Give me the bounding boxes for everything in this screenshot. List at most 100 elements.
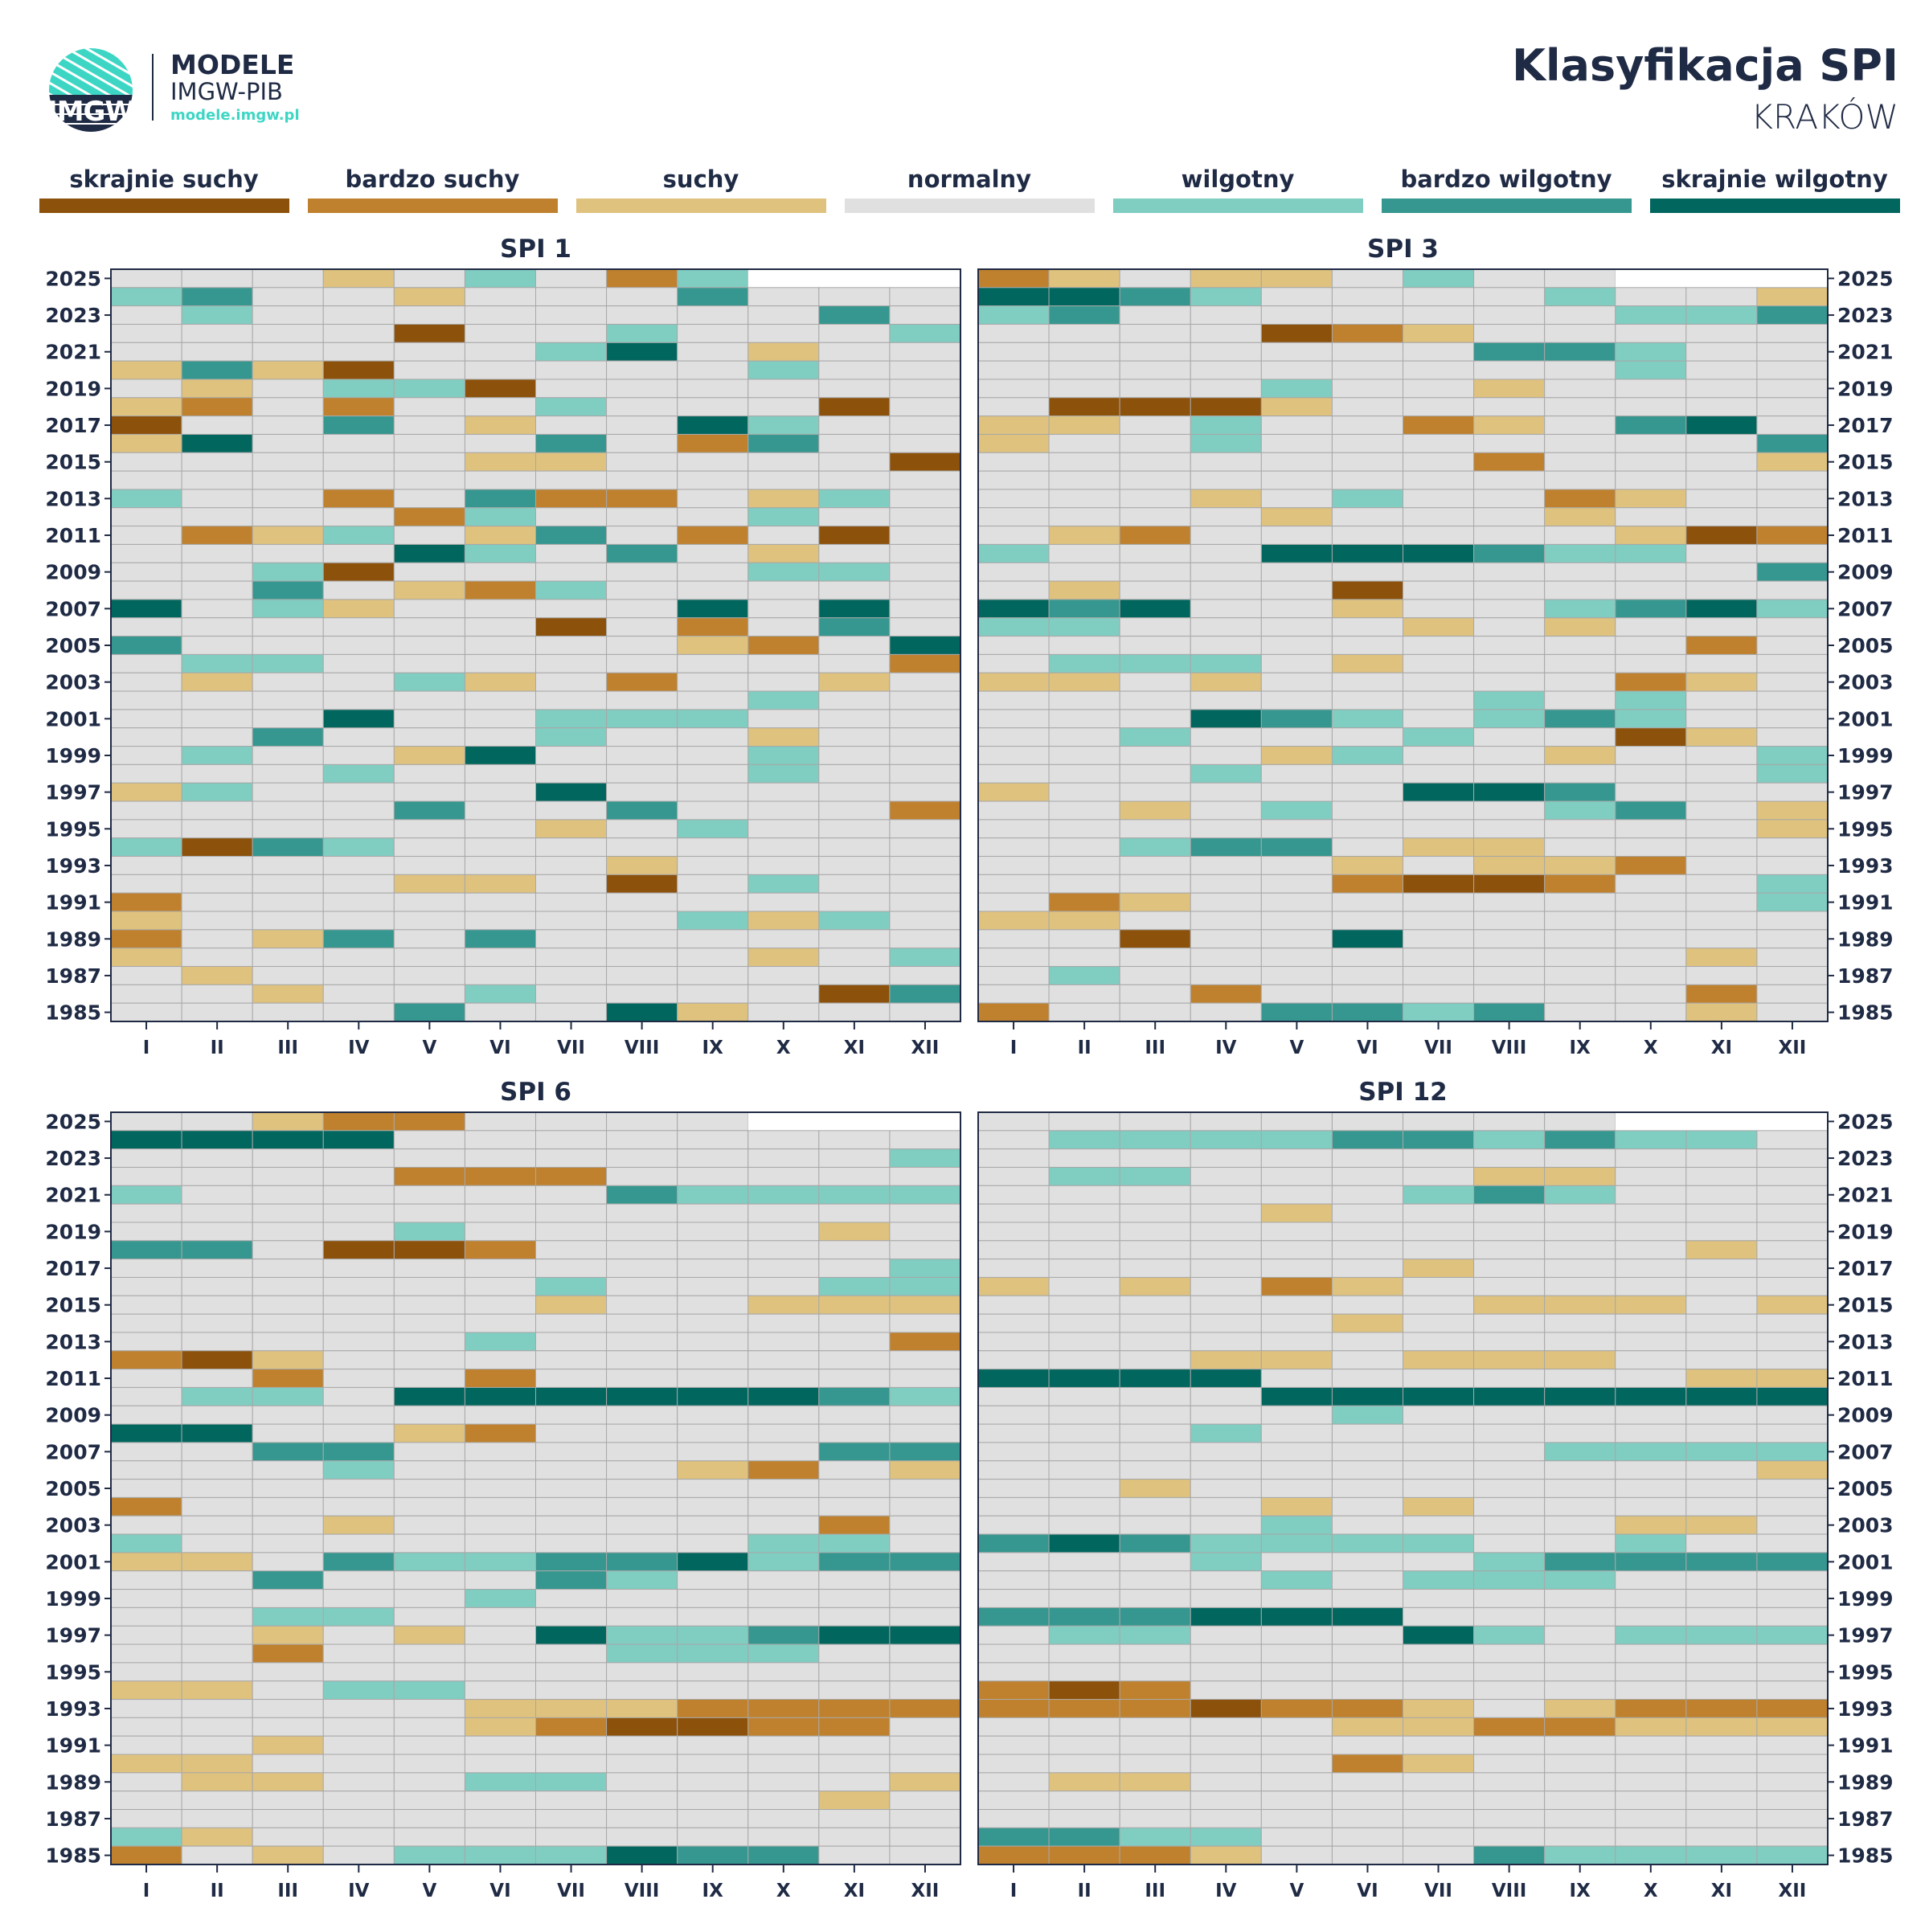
heatmap-cell	[181, 526, 253, 545]
heatmap-cell	[1048, 690, 1120, 710]
heatmap-cell	[393, 1809, 465, 1828]
heatmap-cell	[889, 580, 961, 600]
heatmap-cell	[977, 562, 1050, 582]
heatmap-cell	[747, 856, 820, 875]
heatmap-cell	[977, 984, 1050, 1004]
heatmap-cell	[535, 709, 608, 729]
heatmap-cell	[677, 1552, 749, 1572]
heatmap-cell	[322, 1185, 395, 1205]
x-tick-label: VII	[557, 1881, 585, 1901]
heatmap-cell	[1190, 323, 1262, 343]
heatmap-cell	[1260, 1699, 1333, 1718]
heatmap-cell	[889, 1479, 961, 1498]
heatmap-cell	[1756, 1479, 1829, 1498]
heatmap-cell	[1685, 911, 1758, 931]
heatmap-cell	[1544, 1791, 1616, 1811]
heatmap-cell	[1685, 1589, 1758, 1608]
heatmap-cell	[977, 1772, 1050, 1792]
heatmap-cell	[535, 1754, 608, 1774]
heatmap-cell	[1685, 1552, 1758, 1572]
heatmap-cell	[535, 1479, 608, 1498]
heatmap-cell	[322, 1772, 395, 1792]
heatmap-cell	[1685, 709, 1758, 729]
heatmap-cell	[535, 323, 608, 343]
heatmap-cell	[1048, 727, 1120, 747]
heatmap-cell	[1331, 1570, 1403, 1590]
heatmap-cell	[464, 746, 537, 765]
heatmap-cell	[181, 800, 253, 821]
heatmap-cell	[1048, 415, 1120, 435]
heatmap-cell	[1403, 1533, 1475, 1553]
heatmap-cell	[1048, 452, 1120, 472]
heatmap-cell	[1756, 1259, 1829, 1278]
heatmap-cell	[393, 1570, 465, 1590]
heatmap-cell	[1403, 1442, 1475, 1462]
heatmap-cell	[818, 1643, 891, 1664]
heatmap-cell	[464, 1515, 537, 1535]
heatmap-cell	[747, 653, 820, 673]
heatmap-cell	[110, 1185, 182, 1205]
heatmap-cell	[606, 948, 678, 968]
heatmap-cell	[393, 1772, 465, 1792]
heatmap-cell	[1615, 1754, 1687, 1774]
heatmap-cell	[1685, 342, 1758, 362]
heatmap-cell	[818, 636, 891, 655]
heatmap-cell	[977, 1827, 1050, 1847]
x-tick-label: VI	[1357, 1038, 1378, 1058]
heatmap-cell	[1048, 1203, 1120, 1223]
heatmap-cell	[1331, 1111, 1403, 1132]
heatmap-cell	[1048, 470, 1120, 490]
heatmap-cell	[677, 690, 749, 710]
heatmap-cell	[1615, 746, 1687, 765]
heatmap-cell	[535, 1533, 608, 1553]
heatmap-cell	[1190, 1460, 1262, 1480]
heatmap-cell	[747, 874, 820, 894]
heatmap-cell	[818, 800, 891, 821]
heatmap-cell	[535, 1405, 608, 1425]
heatmap-cell	[1685, 690, 1758, 710]
heatmap-cell	[252, 709, 324, 729]
heatmap-cell	[535, 911, 608, 931]
heatmap-cell	[818, 1386, 891, 1406]
heatmap-cell	[606, 287, 678, 307]
heatmap-cell	[1544, 1130, 1616, 1150]
heatmap-cell	[252, 1166, 324, 1186]
heatmap-cell	[1331, 617, 1403, 637]
y-tick-label: 1995	[1837, 817, 1894, 841]
heatmap-cell	[1685, 1625, 1758, 1645]
heatmap-cell	[606, 1203, 678, 1223]
heatmap-cell	[1685, 948, 1758, 968]
heatmap-cell	[747, 323, 820, 343]
heatmap-cell	[1756, 1423, 1829, 1443]
heatmap-cell	[1190, 892, 1262, 912]
heatmap-cell	[747, 1643, 820, 1664]
heatmap-cell	[1048, 782, 1120, 802]
heatmap-cell	[393, 763, 465, 784]
heatmap-cell	[535, 1552, 608, 1572]
heatmap-cell	[535, 1791, 608, 1811]
heatmap-cell	[322, 874, 395, 894]
heatmap-cell	[747, 892, 820, 912]
heatmap-cell	[1544, 415, 1616, 435]
heatmap-cell	[1615, 269, 1686, 288]
heatmap-cell	[464, 1295, 537, 1315]
heatmap-cell	[1403, 305, 1475, 325]
heatmap-cell	[677, 397, 749, 417]
heatmap-cell	[1119, 1607, 1191, 1627]
heatmap-cell	[1685, 415, 1758, 435]
heatmap-cell	[1756, 1496, 1829, 1517]
heatmap-cell	[1119, 1203, 1191, 1223]
heatmap-cell	[252, 782, 324, 802]
heatmap-cell	[606, 1130, 678, 1150]
heatmap-cell	[977, 966, 1050, 985]
heatmap-cell	[181, 1717, 253, 1737]
heatmap-cell	[181, 342, 253, 362]
heatmap-cell	[977, 746, 1050, 765]
heatmap-cell	[889, 1717, 961, 1737]
heatmap-cell	[606, 1386, 678, 1406]
heatmap-cell	[677, 709, 749, 729]
heatmap-cell	[110, 562, 182, 582]
heatmap-cell	[1403, 837, 1475, 858]
heatmap-cell	[1403, 1460, 1475, 1480]
heatmap-cell	[1473, 653, 1546, 673]
